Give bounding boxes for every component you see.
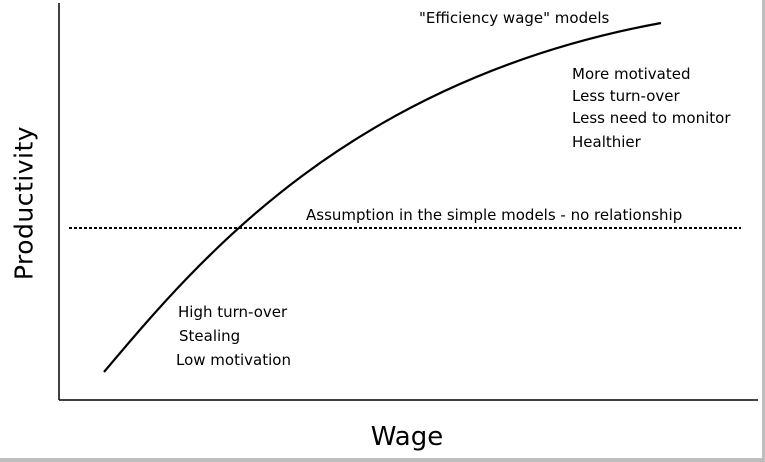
low-wage-effect: Stealing (179, 327, 241, 345)
high-wage-effect: Healthier (572, 133, 641, 151)
frame-border-right (762, 0, 765, 462)
y-axis-label: Productivity (9, 125, 39, 281)
low-wage-effect: High turn-over (178, 303, 288, 321)
low-wage-effect: Low motivation (176, 351, 291, 369)
high-wage-effect: More motivated (572, 65, 691, 83)
curve-label: "Efficiency wage" models (419, 9, 610, 27)
frame-border-bottom (0, 458, 765, 462)
x-axis-label: Wage (370, 422, 444, 452)
efficiency-wage-curve (103, 21, 662, 373)
high-wage-effect: Less turn-over (572, 87, 680, 105)
high-wage-effect: Less need to monitor (572, 109, 731, 127)
baseline-label: Assumption in the simple models - no rel… (306, 206, 683, 224)
